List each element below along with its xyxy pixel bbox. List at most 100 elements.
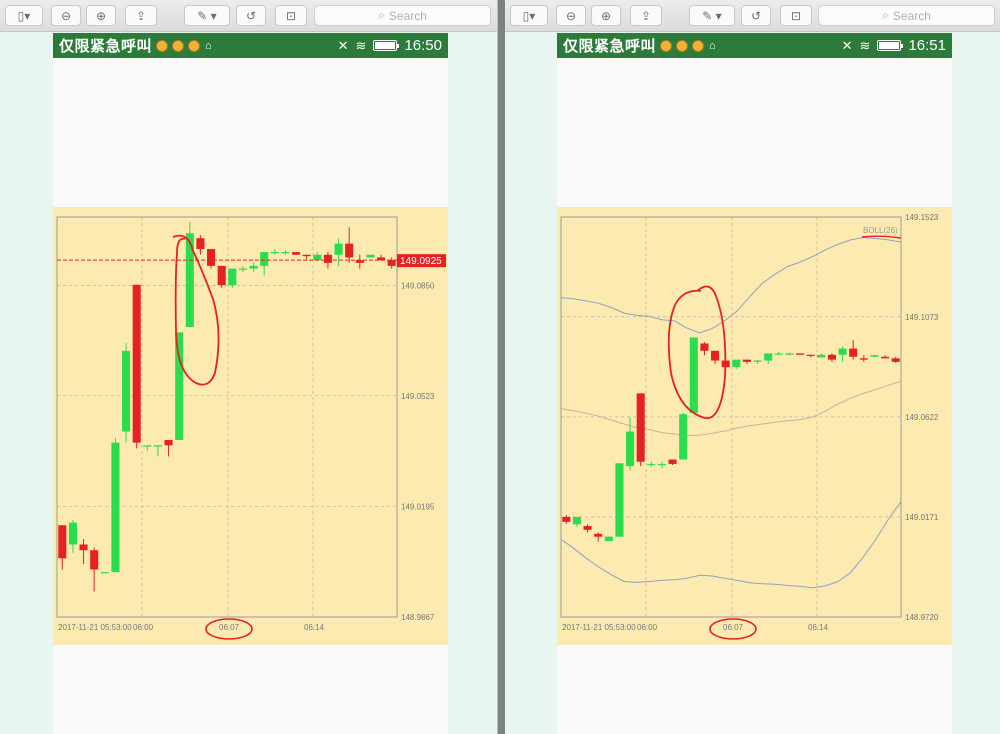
share-button[interactable]: ⇪ — [630, 5, 662, 26]
candle-body — [164, 439, 173, 446]
boll-upper-line — [560, 237, 902, 334]
rotate-button[interactable]: ↺ — [236, 5, 266, 26]
mute-icon: ✕ — [337, 37, 349, 53]
pen-icon: ✎ ▾ — [702, 8, 722, 23]
zoom-in-button[interactable]: ⊕ — [591, 5, 621, 26]
y-tick-label: 149.0622 — [905, 413, 939, 422]
candle-body — [238, 268, 247, 270]
phone-screen: 仅限紧急呼叫 ⌂ ✕ ≋ 16:50 149.0850 149.0523 149.0… — [53, 33, 448, 734]
search-icon: ⌕ — [882, 8, 889, 22]
candle-body — [753, 360, 762, 362]
annotation-circle — [709, 618, 757, 640]
candle-body — [859, 358, 868, 360]
candle-body — [175, 332, 184, 440]
candle-body — [217, 265, 226, 286]
markup-button[interactable]: ✎ ▾ — [184, 5, 230, 26]
zoom-in-button[interactable]: ⊕ — [86, 5, 116, 26]
wifi-icon: ≋ — [859, 37, 871, 53]
candle-body — [647, 463, 656, 466]
candle-body — [700, 343, 709, 351]
rotate-icon: ↺ — [750, 8, 762, 23]
candlestick-chart: 149.1523 149.1073 149.0622 149.0171 148.9720… — [560, 213, 939, 640]
sidebar-toggle-button[interactable]: ▯▾ — [5, 5, 43, 26]
candle-body — [122, 350, 131, 432]
status-bar: 仅限紧急呼叫 ⌂ ✕ ≋ 16:51 — [557, 33, 952, 58]
candle-body — [153, 445, 162, 447]
y-tick-label: 149.1523 — [905, 213, 939, 222]
candle-body — [270, 252, 279, 254]
clock: 16:51 — [908, 37, 946, 54]
x-tick-label: 06:00 — [637, 623, 658, 632]
search-field[interactable]: ⌕ Search — [314, 5, 491, 26]
price-tag-label: 149.0925 — [400, 256, 442, 267]
toolbox-icon: ⊡ — [285, 8, 297, 23]
y-tick-label: 149.0195 — [401, 502, 435, 511]
candle-body — [615, 463, 624, 537]
rotate-button[interactable]: ↺ — [741, 5, 771, 26]
candle-body — [785, 353, 794, 355]
annotation-loop — [667, 285, 727, 419]
candle-body — [742, 359, 751, 362]
search-field[interactable]: ⌕ Search — [818, 5, 995, 26]
zoom-in-icon: ⊕ — [95, 8, 107, 23]
candle-body — [68, 522, 77, 545]
candle-body — [377, 257, 386, 261]
boll-lower-line — [560, 501, 902, 589]
zoom-out-icon: ⊖ — [565, 8, 577, 23]
chart-area: 149.1523 149.1073 149.0622 149.0171 148.9720… — [557, 207, 952, 645]
emoji-icon — [660, 39, 673, 52]
candle-body — [626, 431, 635, 467]
y-tick-label: 149.1073 — [905, 313, 939, 322]
candle-body — [796, 353, 805, 355]
toolbox-icon: ⊡ — [790, 8, 802, 23]
candle-body — [689, 337, 698, 413]
candle-body — [132, 284, 141, 443]
candle-body — [711, 350, 720, 361]
wifi-icon: ≋ — [355, 37, 367, 53]
candle-body — [260, 252, 269, 266]
candle-body — [572, 516, 581, 525]
toolbox-button[interactable]: ⊡ — [780, 5, 812, 26]
carrier-title: 仅限紧急呼叫 — [59, 38, 153, 55]
mute-icon: ✕ — [841, 37, 853, 53]
candle-body — [679, 414, 688, 460]
emoji-icon — [676, 39, 689, 52]
sidebar-icon: ▯▾ — [17, 8, 31, 23]
y-tick-label: 149.0850 — [401, 281, 435, 290]
candle-body — [196, 238, 205, 250]
zoom-out-button[interactable]: ⊖ — [556, 5, 586, 26]
candle-body — [58, 525, 67, 559]
pen-icon: ✎ ▾ — [197, 8, 217, 23]
candle-body — [185, 233, 194, 327]
plot-frame — [56, 216, 398, 618]
candle-body — [870, 355, 879, 357]
rotate-icon: ↺ — [245, 8, 257, 23]
carrier-title: 仅限紧急呼叫 — [563, 38, 657, 55]
price-tag-bg — [397, 254, 446, 268]
emoji-icon — [692, 39, 705, 52]
status-bar: 仅限紧急呼叫 ⌂ ✕ ≋ 16:50 — [53, 33, 448, 58]
sidebar-toggle-button[interactable]: ▯▾ — [510, 5, 548, 26]
candle-body — [668, 459, 677, 464]
candle-body — [292, 252, 301, 255]
android-icon: ⌂ — [709, 39, 716, 52]
candle-body — [891, 358, 900, 362]
viewer-toolbar: ▯▾ ⊖ ⊕ ⇪ ✎ ▾ ↺ ⊡ ⌕ Search — [505, 0, 1000, 32]
candle-body — [366, 254, 375, 258]
sidebar-icon: ▯▾ — [522, 8, 536, 23]
search-placeholder: Search — [388, 8, 427, 23]
viewer-toolbar: ▯▾ ⊖ ⊕ ⇪ ✎ ▾ ↺ ⊡ ⌕ Search — [0, 0, 497, 32]
share-button[interactable]: ⇪ — [125, 5, 157, 26]
candle-body — [228, 268, 237, 286]
candle-body — [827, 354, 836, 360]
annotation-loop — [172, 234, 220, 386]
zoom-out-icon: ⊖ — [60, 8, 72, 23]
legend-label: BOLL(26) — [863, 226, 898, 235]
candle-body — [604, 536, 613, 542]
markup-button[interactable]: ✎ ▾ — [689, 5, 735, 26]
x-tick-label: 06:14 — [808, 623, 829, 632]
zoom-out-button[interactable]: ⊖ — [51, 5, 81, 26]
candle-body — [302, 254, 311, 257]
toolbox-button[interactable]: ⊡ — [275, 5, 307, 26]
window-divider — [498, 0, 505, 734]
